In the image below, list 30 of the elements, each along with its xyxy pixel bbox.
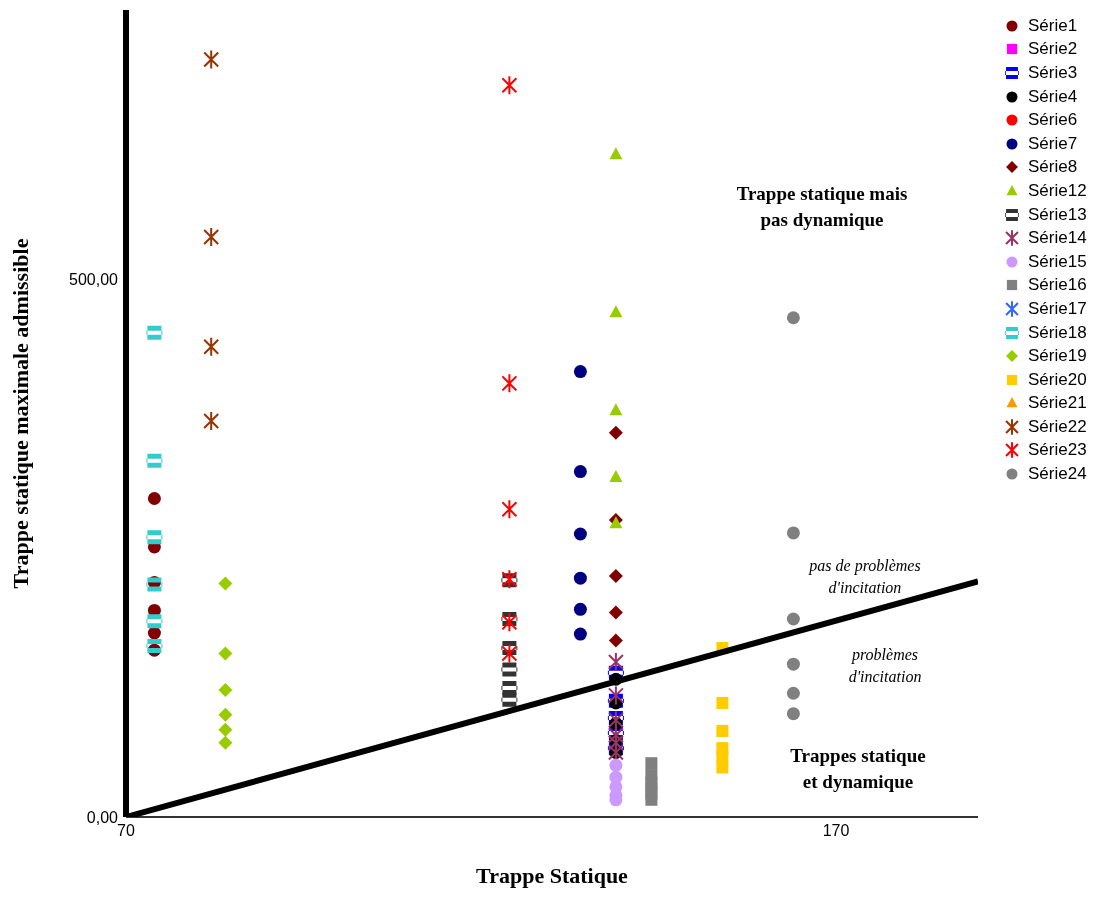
legend-label: Série19 xyxy=(1028,346,1087,367)
legend-label: Série1 xyxy=(1028,15,1078,36)
legend-label: Série12 xyxy=(1028,180,1087,201)
legend-label: Série24 xyxy=(1028,464,1087,485)
annotation: Trappes statique et dynamique xyxy=(790,744,926,794)
legend-label: Série18 xyxy=(1028,322,1087,343)
y-tick-label: 0,00 xyxy=(86,808,119,826)
legend-label: Série23 xyxy=(1028,440,1087,461)
y-tick-label: 500,00 xyxy=(69,270,119,288)
legend-label: Série20 xyxy=(1028,369,1087,390)
legend-label: Série4 xyxy=(1028,86,1078,107)
legend-label: Série22 xyxy=(1028,416,1087,437)
legend-label: Série8 xyxy=(1028,157,1078,178)
legend-label: Série7 xyxy=(1028,133,1078,154)
legend-label: Série17 xyxy=(1028,298,1087,319)
legend-label: Série16 xyxy=(1028,275,1087,296)
legend-label: Série14 xyxy=(1028,228,1087,249)
x-tick-label: 70 xyxy=(117,822,135,840)
annotation: problèmes d'incitation xyxy=(848,645,922,687)
x-tick-label: 170 xyxy=(822,822,850,840)
y-axis-title: Trappe statique maximale admissible xyxy=(7,238,33,589)
annotation: Trappe statique mais pas dynamique xyxy=(736,182,908,232)
legend-label: Série13 xyxy=(1028,204,1087,225)
x-axis-title: Trappe Statique xyxy=(476,863,629,888)
legend-label: Série3 xyxy=(1028,62,1078,83)
legend-label: Série15 xyxy=(1028,251,1087,272)
legend-label: Série2 xyxy=(1028,39,1078,60)
annotation: pas de problèmes d'incitation xyxy=(809,556,921,598)
legend-label: Série21 xyxy=(1028,393,1087,414)
legend-label: Série6 xyxy=(1028,110,1078,131)
